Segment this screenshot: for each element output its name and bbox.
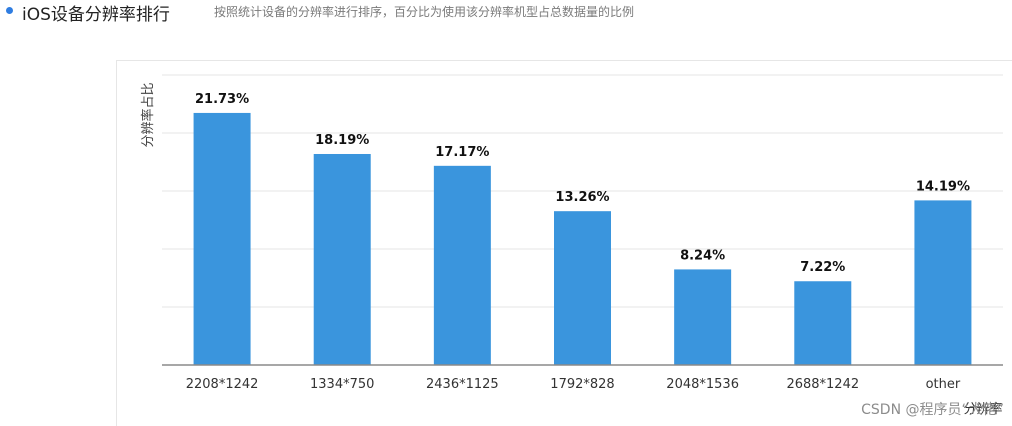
bar-2688*1242[interactable] xyxy=(794,281,852,365)
bar-2436*1125[interactable] xyxy=(433,165,491,365)
data-label: 21.73% xyxy=(195,92,249,107)
x-tick-label: other xyxy=(926,377,961,392)
bar-2048*1536[interactable] xyxy=(674,269,732,365)
data-label: 8.24% xyxy=(680,248,725,263)
data-label: 14.19% xyxy=(916,179,970,194)
bar-chart: 21.73% 18.19% 17.17% 13.26% 8.24% 7.22% 14.19%… xyxy=(140,74,1003,417)
bar-1792*828[interactable] xyxy=(554,211,611,365)
x-tick-label: 1792*828 xyxy=(550,377,614,392)
data-label: 18.19% xyxy=(315,133,369,148)
bar-2208*1242[interactable] xyxy=(193,112,251,365)
x-tick-label: 2208*1242 xyxy=(186,377,259,392)
page-title: iOS设备分辨率排行 xyxy=(22,5,170,25)
x-tick-label: 2688*1242 xyxy=(786,377,859,392)
bar-other[interactable] xyxy=(914,200,972,365)
x-tick-label: 2436*1125 xyxy=(426,377,499,392)
data-label: 7.22% xyxy=(800,260,845,275)
bar-1334*750[interactable] xyxy=(313,153,371,365)
y-axis-label: 分辨率占比 xyxy=(140,82,156,147)
x-axis-label: 分辨率 xyxy=(963,401,1002,417)
page-subtitle: 按照统计设备的分辨率进行排序，百分比为使用该分辨率机型占总数据量的比例 xyxy=(214,5,635,19)
x-tick-label: 1334*750 xyxy=(310,377,374,392)
data-label: 13.26% xyxy=(555,190,609,205)
x-tick-label: 2048*1536 xyxy=(666,377,739,392)
chart-panel: 21.73% 18.19% 17.17% 13.26% 8.24% 7.22% 14.19%… xyxy=(116,60,1012,426)
watermark-text: CSDN @程序员“大佬” xyxy=(861,402,1004,418)
bullet-icon xyxy=(6,7,13,14)
data-label: 17.17% xyxy=(435,145,489,160)
page-header: iOS设备分辨率排行 按照统计设备的分辨率进行排序，百分比为使用该分辨率机型占总… xyxy=(0,0,1012,28)
